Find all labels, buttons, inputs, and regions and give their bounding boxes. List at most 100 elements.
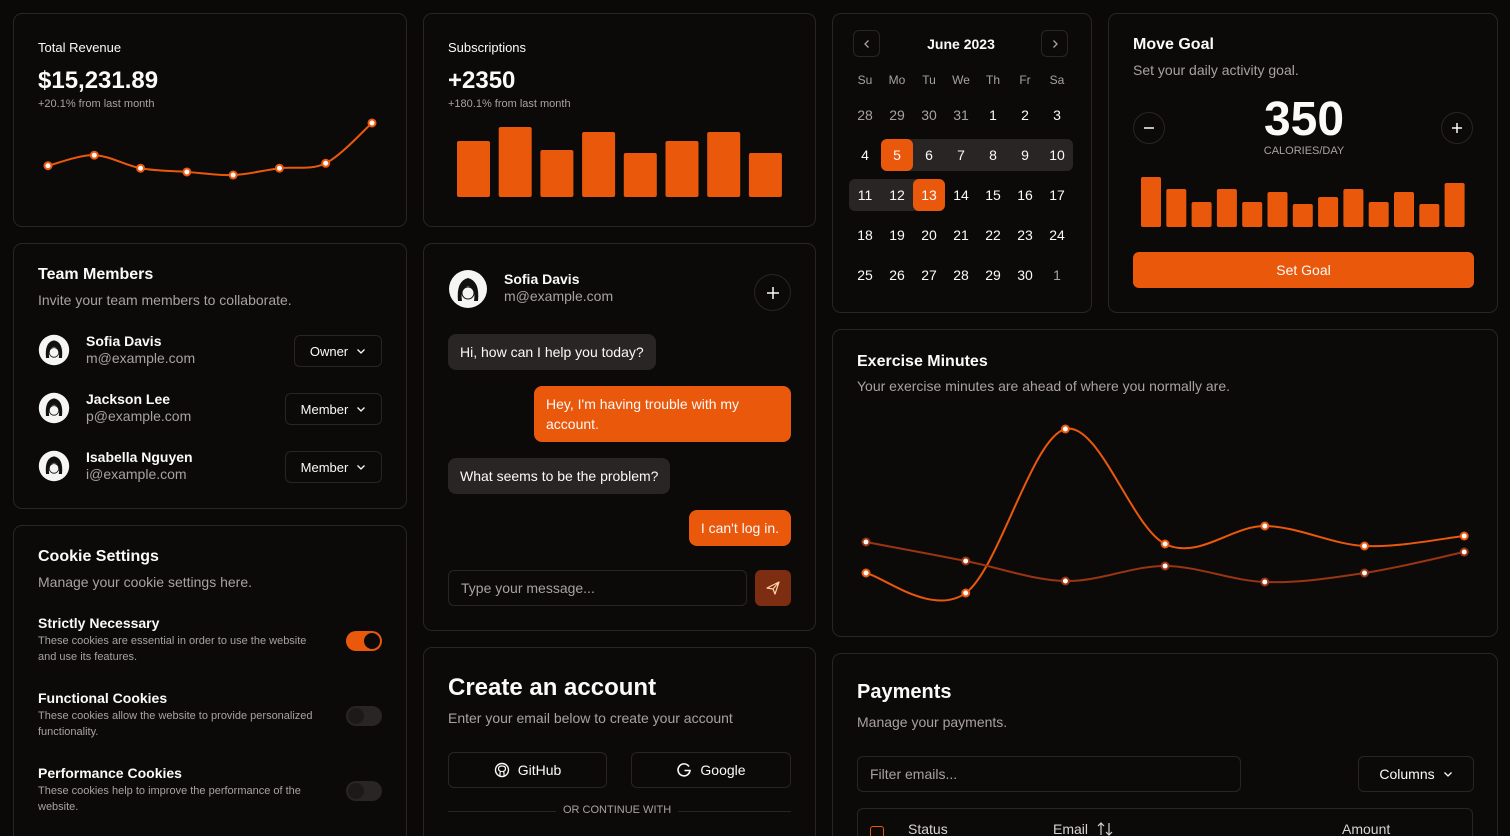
add-button[interactable] — [754, 274, 791, 311]
bar — [1166, 189, 1187, 227]
toggle[interactable] — [346, 706, 382, 726]
day[interactable]: 24 — [1049, 227, 1065, 243]
day[interactable]: 13 — [913, 179, 945, 211]
day[interactable]: 26 — [889, 267, 905, 283]
day[interactable]: 12 — [889, 187, 905, 203]
bar — [582, 132, 616, 197]
role-select[interactable]: Owner — [294, 335, 382, 367]
set-goal-button[interactable]: Set Goal — [1133, 252, 1474, 288]
github-icon — [494, 762, 509, 778]
card-title: Cookie Settings — [38, 548, 159, 565]
bar — [1216, 189, 1237, 227]
bar — [1343, 189, 1364, 227]
day[interactable]: 16 — [1017, 187, 1033, 203]
day[interactable]: 30 — [921, 107, 937, 123]
user-name: Sofia Davis — [504, 271, 580, 287]
google-icon — [677, 763, 692, 777]
github-button[interactable]: GitHub — [448, 752, 607, 788]
day[interactable]: 23 — [1017, 227, 1033, 243]
day[interactable]: 15 — [985, 187, 1001, 203]
day[interactable]: 6 — [925, 147, 933, 163]
day[interactable]: 1 — [1053, 267, 1061, 283]
select-all-checkbox[interactable] — [870, 826, 884, 836]
avatar-bg — [38, 334, 70, 366]
chevron-down — [1443, 772, 1452, 777]
card-subtitle: Manage your cookie settings here. — [38, 574, 253, 590]
point — [136, 163, 146, 173]
day[interactable]: 1 — [989, 107, 997, 123]
weekday: Su — [857, 73, 873, 87]
point — [861, 537, 871, 547]
day[interactable]: 2 — [1021, 107, 1029, 123]
cookie-title: Functional Cookies — [38, 690, 168, 706]
day[interactable]: 25 — [857, 267, 873, 283]
goal-value: 350 — [1263, 93, 1345, 146]
point — [1260, 577, 1270, 587]
point — [1360, 541, 1369, 551]
column-header[interactable]: Email — [1053, 821, 1089, 836]
day[interactable]: 29 — [985, 267, 1001, 283]
day[interactable]: 20 — [921, 227, 937, 243]
member-email: i@example.com — [86, 466, 187, 482]
point — [89, 150, 99, 160]
bar — [498, 127, 532, 197]
point — [1160, 561, 1170, 571]
cookie-description: These cookies help to improve the perfor… — [38, 785, 301, 813]
user-email: m@example.com — [504, 288, 614, 304]
avatar — [38, 450, 70, 482]
day[interactable]: 22 — [985, 227, 1001, 243]
day[interactable]: 29 — [889, 107, 905, 123]
bar — [1141, 177, 1161, 227]
day[interactable]: 7 — [957, 147, 965, 163]
day[interactable]: 30 — [1017, 267, 1033, 283]
day[interactable]: 31 — [953, 107, 969, 123]
column-header: Amount — [1342, 821, 1391, 836]
day[interactable]: 9 — [1021, 147, 1029, 163]
range-highlight — [881, 139, 1073, 171]
role-select[interactable]: Member — [285, 393, 382, 425]
member-name: Jackson Lee — [86, 391, 171, 407]
toggle[interactable] — [346, 781, 382, 801]
day[interactable]: 11 — [857, 187, 873, 203]
weekday: Fr — [1019, 73, 1031, 87]
prev-month-button[interactable] — [853, 30, 880, 57]
day[interactable]: 19 — [889, 227, 905, 243]
day[interactable]: 18 — [857, 227, 873, 243]
day[interactable]: 28 — [857, 107, 873, 123]
columns-button[interactable]: Columns — [1358, 756, 1474, 792]
day[interactable]: 3 — [1053, 107, 1061, 123]
google-button[interactable]: Google — [631, 752, 791, 788]
day[interactable]: 5 — [881, 139, 913, 171]
chevron-down — [357, 349, 366, 354]
day[interactable]: 17 — [1049, 187, 1065, 203]
toggle[interactable] — [346, 631, 382, 651]
filter-input[interactable]: Filter emails... — [857, 756, 1241, 792]
chevron-path — [357, 407, 366, 412]
day[interactable]: 4 — [861, 147, 869, 163]
chevron-left — [863, 39, 869, 48]
send-icon — [766, 581, 780, 595]
point — [1260, 521, 1270, 531]
day[interactable]: 10 — [1049, 147, 1065, 163]
member-email: m@example.com — [86, 350, 196, 366]
message-input[interactable]: Type your message... — [448, 570, 747, 606]
increase-button[interactable] — [1441, 112, 1473, 144]
message-bubble: Hey, I'm having trouble with my account. — [534, 386, 791, 442]
send-button[interactable] — [755, 570, 791, 606]
point — [1360, 568, 1369, 578]
day[interactable]: 27 — [921, 267, 937, 283]
card-title: Total Revenue — [38, 40, 122, 55]
next-month-button[interactable] — [1041, 30, 1068, 57]
bar — [707, 132, 741, 197]
avatar-bg — [38, 392, 70, 424]
day[interactable]: 8 — [989, 147, 997, 163]
decrease-button[interactable] — [1133, 112, 1165, 144]
day[interactable]: 21 — [953, 227, 969, 243]
role-select[interactable]: Member — [285, 451, 382, 483]
exercise-chart — [861, 424, 1469, 602]
day[interactable]: 14 — [953, 187, 969, 203]
point — [961, 556, 971, 566]
day[interactable]: 28 — [953, 267, 969, 283]
goal-unit: CALORIES/DAY — [1263, 145, 1345, 157]
